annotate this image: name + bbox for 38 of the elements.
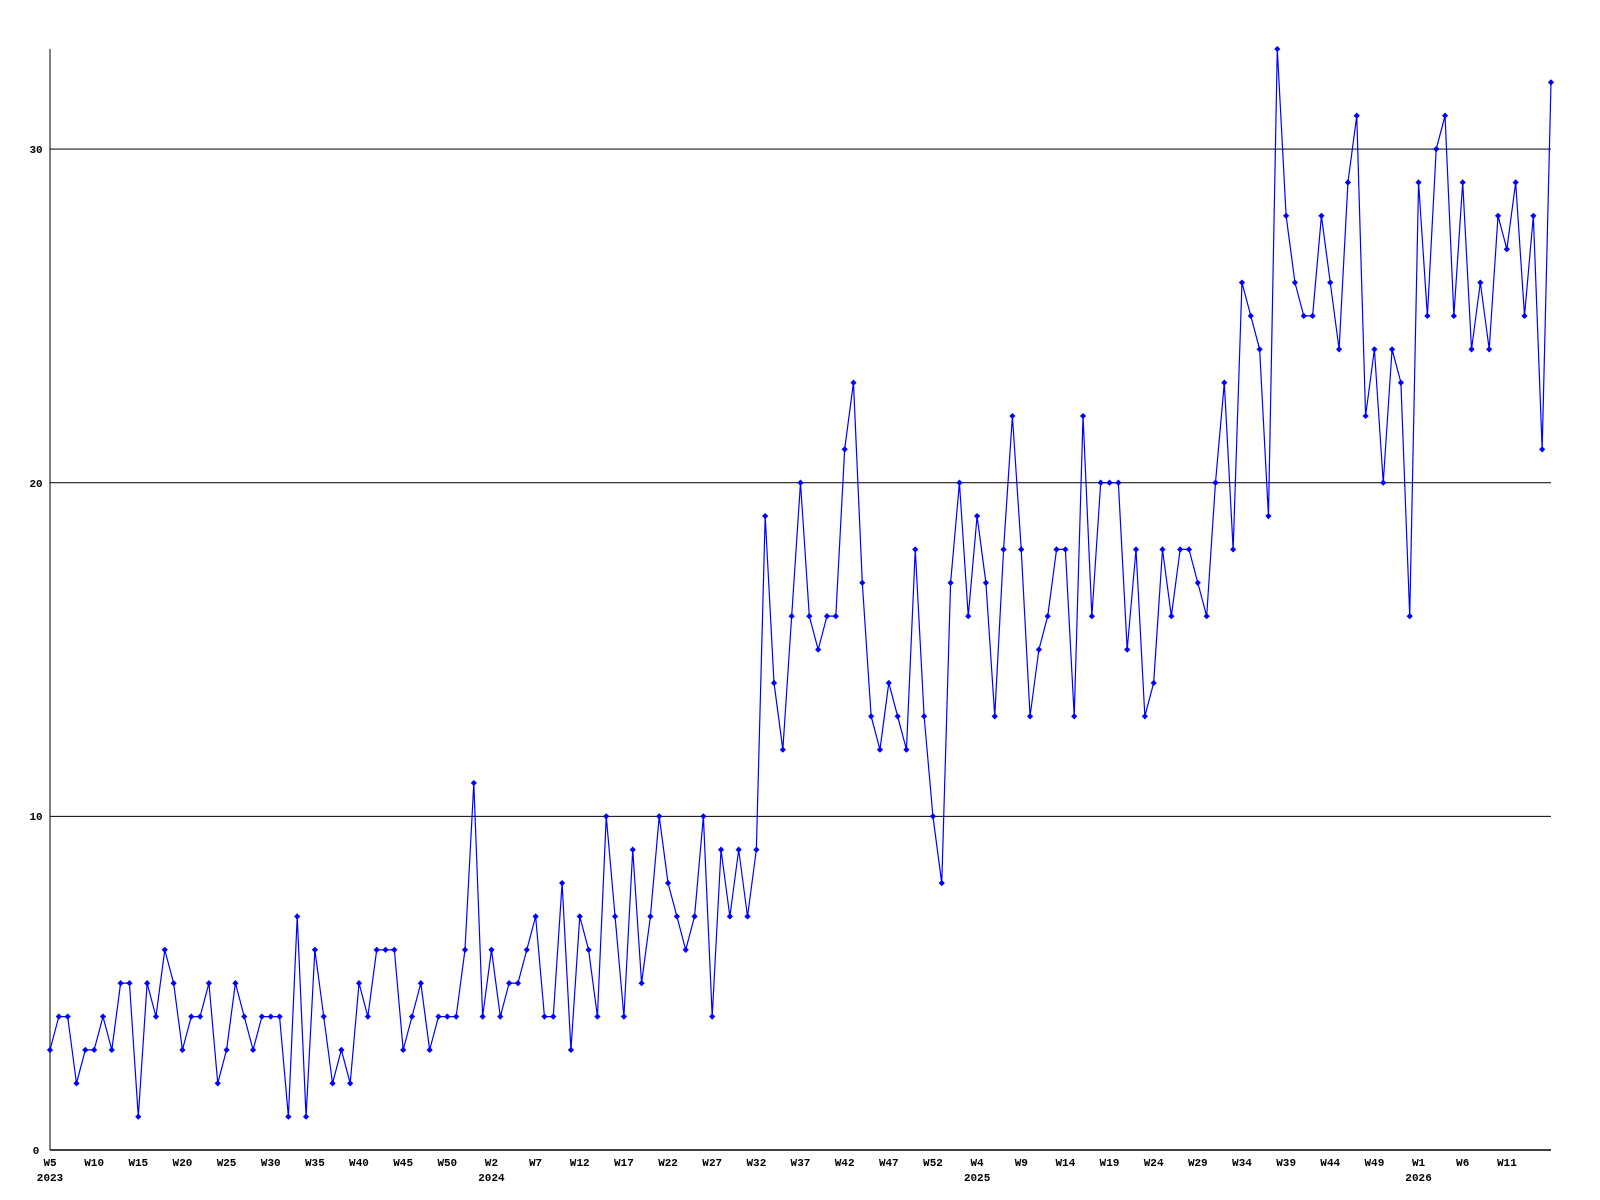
- x-tick-label: W4 2025: [963, 1157, 991, 1184]
- x-tick-label: W35: [304, 1157, 326, 1169]
- x-tick-label: W34: [1232, 1157, 1253, 1169]
- x-tick-label: W14: [1055, 1157, 1076, 1169]
- x-tick-label: W17: [614, 1157, 634, 1169]
- x-tick-label: W11: [1496, 1157, 1518, 1169]
- y-tick-label: 10: [29, 811, 43, 824]
- x-tick-label: W30: [260, 1157, 281, 1169]
- x-tick-label: W7: [529, 1157, 543, 1169]
- x-tick-label: W47: [878, 1157, 899, 1169]
- x-tick-label: W12: [569, 1157, 590, 1169]
- x-tick-label: W22: [658, 1157, 678, 1169]
- x-tick-label: W19: [1099, 1157, 1120, 1169]
- x-tick-label: W50: [437, 1157, 458, 1169]
- x-tick-label: W42: [834, 1157, 855, 1169]
- x-tick-label: W25: [216, 1157, 237, 1169]
- x-tick-label: W1 2026: [1405, 1157, 1432, 1184]
- x-tick-label: W45: [393, 1157, 414, 1169]
- x-tick-label: W20: [172, 1157, 193, 1169]
- x-tick-label: W10: [84, 1157, 105, 1169]
- x-tick-label: W37: [790, 1157, 811, 1169]
- x-tick-label: W40: [349, 1157, 369, 1169]
- x-tick-label: W15: [128, 1157, 149, 1169]
- x-tick-label: W6: [1456, 1157, 1470, 1169]
- x-tick-label: W49: [1364, 1157, 1385, 1169]
- x-tick-label: W5 2023: [36, 1157, 64, 1184]
- x-tick-label: W52: [923, 1157, 943, 1169]
- x-tick-label: W9: [1014, 1157, 1028, 1169]
- y-tick-label: 30: [29, 143, 43, 156]
- y-tick-label: 20: [29, 477, 43, 490]
- y-tick-label: 0: [32, 1144, 40, 1157]
- x-tick-label: W44: [1320, 1157, 1341, 1169]
- x-tick-label: W24: [1143, 1157, 1164, 1169]
- x-tick-label: W27: [702, 1157, 723, 1169]
- x-tick-label: W32: [746, 1157, 767, 1169]
- x-tick-label: W29: [1187, 1157, 1208, 1169]
- x-tick-label: W39: [1276, 1157, 1297, 1169]
- x-tick-label: W2 2024: [478, 1157, 506, 1184]
